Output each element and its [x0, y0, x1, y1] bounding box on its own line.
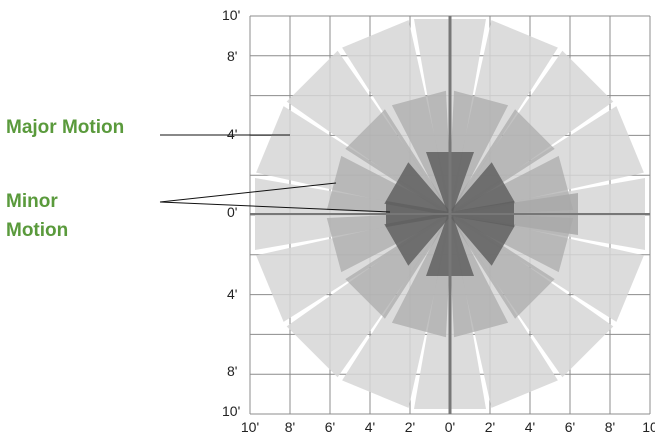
bottom-axis-labels: 10' 8' 6' 4' 2' 0' 2' 4' 6' 8' 10 — [241, 419, 655, 435]
minor-motion-label-line1: Minor — [6, 191, 58, 212]
bottom-axis-label: 8' — [605, 419, 615, 435]
bottom-axis-label: 10 — [642, 419, 655, 435]
minor-motion-beam — [449, 212, 516, 266]
minor-motion-beam — [384, 162, 451, 216]
mid-motion-beam — [448, 213, 509, 338]
major-motion-label: Major Motion — [6, 117, 124, 138]
mid-motion-beam — [448, 90, 509, 215]
left-label-10-top: 10' — [222, 7, 240, 23]
minor-motion-label-line2: Motion — [6, 220, 68, 241]
bottom-axis-label: 8' — [285, 419, 295, 435]
mid-motion-beam — [391, 213, 452, 338]
bottom-axis-label: 6' — [565, 419, 575, 435]
left-label-8-bottom: 8' — [227, 363, 237, 379]
minor-motion-beam — [449, 162, 516, 216]
bottom-axis-label: 10' — [241, 419, 259, 435]
bottom-axis-label: 0' — [445, 419, 455, 435]
bottom-axis-label: 2' — [485, 419, 495, 435]
minor-motion-beam — [384, 212, 451, 266]
left-label-0: 0' — [227, 204, 237, 220]
minor-motion-leader-lower — [159, 201, 391, 213]
bottom-axis-label: 2' — [405, 419, 415, 435]
bottom-axis-label: 4' — [525, 419, 535, 435]
left-label-8-top: 8' — [227, 48, 237, 64]
bottom-axis-label: 4' — [365, 419, 375, 435]
left-label-4-bottom: 4' — [227, 286, 237, 302]
minor-motion-leader-upper — [159, 182, 337, 203]
bottom-axis-label: 6' — [325, 419, 335, 435]
mid-motion-beam — [391, 90, 452, 215]
left-label-10-bottom: 10' — [222, 403, 240, 419]
left-label-4-top: 4' — [227, 126, 237, 142]
